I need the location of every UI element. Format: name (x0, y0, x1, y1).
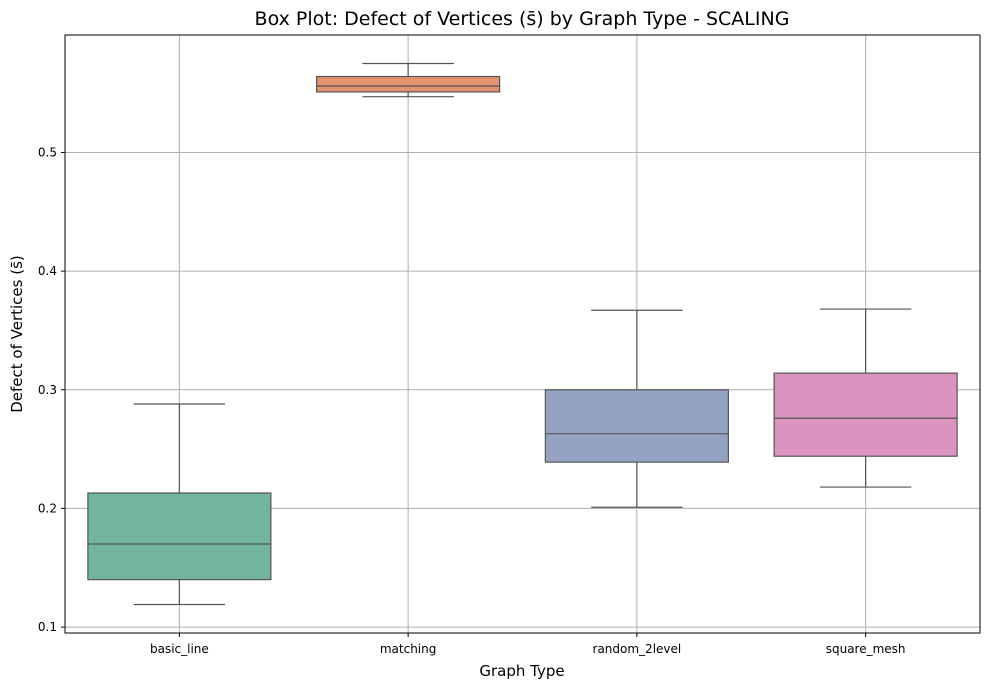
box-square_mesh (773, 308, 958, 488)
y-tick-label: 0.5 (38, 145, 57, 159)
y-tick-label: 0.4 (38, 264, 57, 278)
box-iqr (544, 389, 729, 463)
x-axis-title: Graph Type (479, 662, 564, 680)
box-basic_line (87, 403, 272, 606)
box-iqr (87, 492, 272, 581)
y-tick-label: 0.1 (38, 620, 57, 634)
box-iqr (773, 372, 958, 457)
y-tick-label: 0.2 (38, 501, 57, 515)
y-tick-label: 0.3 (38, 383, 57, 397)
chart-title: Box Plot: Defect of Vertices (s̄) by Gra… (255, 8, 790, 30)
x-tick-label: matching (380, 642, 437, 656)
x-tick-label: random_2level (593, 642, 682, 656)
tick-layer: 0.1 0.2 0.3 0.4 0.5 basic_line matching random_… (38, 145, 906, 656)
box-layer (87, 62, 958, 606)
x-tick-label: square_mesh (826, 642, 906, 656)
x-tick-label: basic_line (150, 642, 209, 656)
y-axis-title: Defect of Vertices (s̄) (8, 255, 26, 413)
box-random_2level (544, 309, 729, 508)
box-iqr (316, 75, 501, 93)
box-matching (316, 62, 501, 98)
plot-frame (64, 34, 981, 634)
